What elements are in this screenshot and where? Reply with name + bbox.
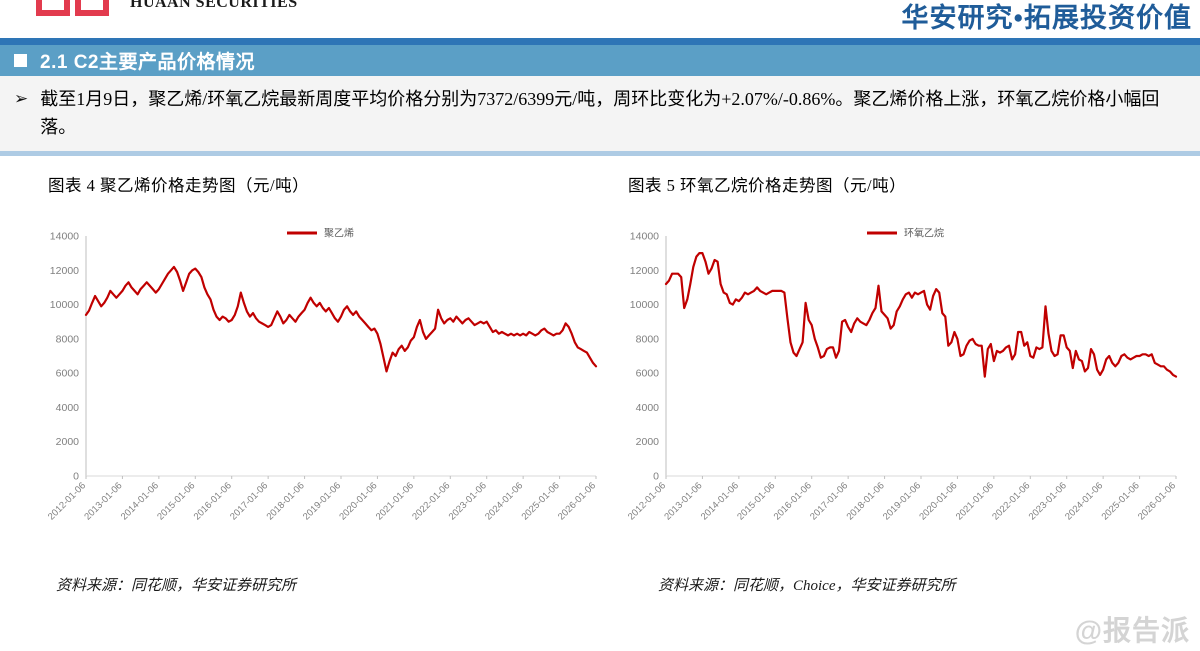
x-tick-label: 2025-01-06 — [1100, 480, 1142, 522]
y-tick-label: 8000 — [636, 333, 660, 345]
price-series-line — [664, 251, 1178, 378]
x-tick-label: 2015-01-06 — [735, 480, 777, 522]
x-tick-label: 2023-01-06 — [1027, 480, 1069, 522]
x-tick-label: 2013-01-06 — [82, 480, 124, 522]
header-divider — [0, 38, 1200, 45]
watermark: @报告派 — [1074, 615, 1190, 646]
charts-row: 图表 4 聚乙烯价格走势图（元/吨） 0 2000 4000 6000 8000 1000… — [0, 172, 1200, 595]
x-tick-label: 2014-01-06 — [699, 480, 741, 522]
y-tick-label: 10000 — [630, 299, 659, 311]
legend-label: 聚乙烯 — [324, 226, 354, 239]
y-tick-label: 4000 — [636, 402, 660, 414]
source-note-left: 资料来源：同花顺，华安证券研究所 — [56, 577, 297, 594]
y-tick-label: 12000 — [630, 265, 659, 277]
y-tick-label: 0 — [73, 470, 79, 482]
summary-text: 截至1月9日，聚乙烯/环氧乙烷最新周度平均价格分别为7372/6399元/吨，周… — [40, 89, 1160, 137]
polyethylene-line-chart: 0 2000 4000 6000 8000 10000 12000 14000 2012-01-… — [46, 226, 598, 522]
x-tick-label: 2012-01-06 — [626, 480, 668, 522]
x-tick-label: 2024-01-06 — [483, 480, 525, 522]
logo-text: HUAAN SECURITIES — [130, 0, 298, 11]
y-tick-label: 8000 — [56, 333, 80, 345]
section-title: 2.1 C2主要产品价格情况 — [40, 52, 255, 73]
x-tick-label: 2012-01-06 — [46, 480, 88, 522]
price-series-line — [84, 265, 598, 373]
section-header: 2.1 C2主要产品价格情况 — [0, 45, 1200, 76]
chart-polyethylene: 图表 4 聚乙烯价格走势图（元/吨） 0 2000 4000 6000 8000 1000… — [40, 172, 606, 595]
x-tick-label: 2022-01-06 — [990, 480, 1032, 522]
x-tick-label: 2013-01-06 — [662, 480, 704, 522]
ethylene-oxide-line-chart: 0 2000 4000 6000 8000 10000 12000 14000 2012-01-… — [626, 226, 1178, 522]
header-slogan: 华安研究•拓展投资价值 — [901, 3, 1192, 33]
legend-label: 环氧乙烷 — [904, 226, 944, 239]
y-tick-label: 10000 — [50, 299, 79, 311]
x-tick-label: 2019-01-06 — [301, 480, 343, 522]
chart-title-polyethylene: 图表 4 聚乙烯价格走势图（元/吨） — [48, 175, 310, 195]
x-tick-label: 2026-01-06 — [556, 480, 598, 522]
y-tick-label: 2000 — [636, 436, 660, 448]
x-tick-label: 2016-01-06 — [192, 480, 234, 522]
x-tick-label: 2018-01-06 — [845, 480, 887, 522]
y-tick-label: 4000 — [56, 402, 80, 414]
square-bullet-icon — [14, 54, 27, 67]
y-tick-label: 14000 — [630, 230, 659, 242]
x-tick-label: 2015-01-06 — [155, 480, 197, 522]
y-tick-label: 12000 — [50, 265, 79, 277]
x-tick-label: 2024-01-06 — [1063, 480, 1105, 522]
x-tick-label: 2022-01-06 — [410, 480, 452, 522]
x-tick-label: 2020-01-06 — [337, 480, 379, 522]
logo-box-icon — [36, 0, 70, 16]
summary-paragraph: ➢ 截至1月9日，聚乙烯/环氧乙烷最新周度平均价格分别为7372/6399元/吨… — [0, 76, 1200, 156]
x-tick-label: 2014-01-06 — [119, 480, 161, 522]
x-tick-label: 2025-01-06 — [520, 480, 562, 522]
y-tick-label: 6000 — [56, 367, 80, 379]
x-tick-label: 2016-01-06 — [772, 480, 814, 522]
x-tick-label: 2021-01-06 — [374, 480, 416, 522]
x-tick-label: 2026-01-06 — [1136, 480, 1178, 522]
y-tick-label: 0 — [653, 470, 659, 482]
chart-ethylene-oxide: 图表 5 环氧乙烷价格走势图（元/吨） 0 2000 4000 6000 8000 100… — [620, 172, 1186, 595]
arrow-bullet-icon: ➢ — [14, 89, 29, 108]
chart-title-ethylene-oxide: 图表 5 环氧乙烷价格走势图（元/吨） — [628, 175, 907, 195]
x-tick-label: 2019-01-06 — [881, 480, 923, 522]
source-note-right: 资料来源：同花顺，Choice，华安证券研究所 — [658, 577, 956, 594]
x-tick-label: 2017-01-06 — [808, 480, 850, 522]
x-tick-label: 2020-01-06 — [917, 480, 959, 522]
huaan-logo-icon — [36, 0, 109, 16]
logo-box-icon — [75, 0, 109, 16]
y-tick-label: 14000 — [50, 230, 79, 242]
x-tick-label: 2017-01-06 — [228, 480, 270, 522]
page-header: HUAAN SECURITIES 华安研究•拓展投资价值 — [0, 0, 1200, 38]
y-tick-label: 6000 — [636, 367, 660, 379]
y-tick-label: 2000 — [56, 436, 80, 448]
x-tick-label: 2023-01-06 — [447, 480, 489, 522]
x-tick-label: 2018-01-06 — [265, 480, 307, 522]
x-tick-label: 2021-01-06 — [954, 480, 996, 522]
